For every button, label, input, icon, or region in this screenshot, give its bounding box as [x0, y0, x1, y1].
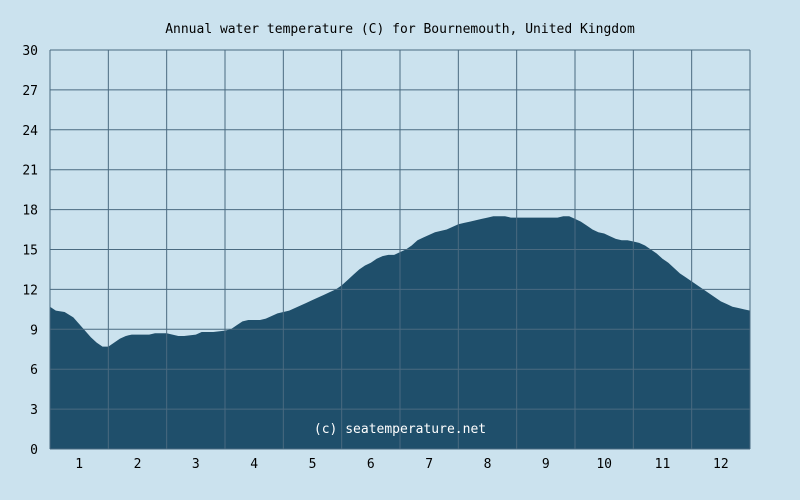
x-tick-label: 6	[367, 457, 375, 472]
y-tick-label: 3	[30, 403, 38, 418]
watermark-text: (c) seatemperature.net	[314, 422, 486, 437]
y-tick-label: 12	[22, 283, 38, 298]
x-tick-label: 12	[713, 457, 729, 472]
y-tick-label: 24	[22, 124, 38, 139]
x-tick-label: 5	[309, 457, 317, 472]
y-tick-label: 0	[30, 443, 38, 458]
y-tick-label: 9	[30, 323, 38, 338]
x-tick-label: 3	[192, 457, 200, 472]
x-axis-ticks: 1 2 3 4 5 6 7 8 9 10 11 12	[75, 457, 728, 472]
y-tick-label: 6	[30, 363, 38, 378]
x-tick-label: 7	[425, 457, 433, 472]
y-tick-label: 18	[22, 204, 38, 219]
x-tick-label: 2	[134, 457, 142, 472]
y-tick-label: 30	[22, 44, 38, 59]
x-tick-label: 9	[542, 457, 550, 472]
grid-lines	[49, 49, 751, 450]
y-tick-label: 27	[22, 84, 38, 99]
x-tick-label: 11	[655, 457, 671, 472]
chart-title: Annual water temperature (C) for Bournem…	[165, 22, 635, 37]
x-tick-label: 8	[484, 457, 492, 472]
x-tick-label: 10	[596, 457, 612, 472]
y-axis-ticks: 0 3 6 9 12 15 18 21 24 27 30	[22, 44, 38, 458]
x-tick-label: 1	[75, 457, 83, 472]
y-tick-label: 21	[22, 164, 38, 179]
y-tick-label: 15	[22, 244, 38, 259]
x-tick-label: 4	[250, 457, 258, 472]
